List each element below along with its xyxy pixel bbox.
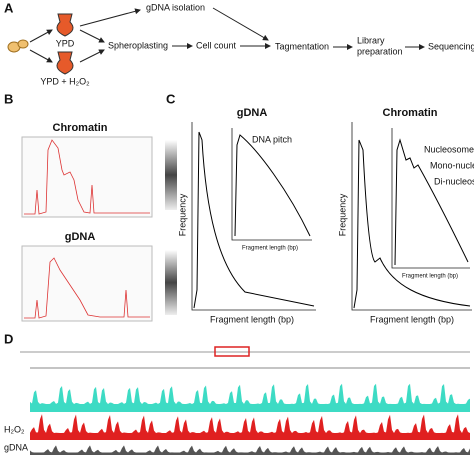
panel-title: Chromatin [383, 107, 438, 119]
step: Sequencing [428, 41, 474, 51]
step: Spheroplasting [108, 40, 168, 50]
gel-lane [165, 140, 177, 210]
track-label: gDNA [4, 442, 28, 452]
trace-box [21, 136, 153, 218]
trace [24, 257, 150, 319]
step: Library [357, 35, 385, 45]
panel-label: B [4, 91, 13, 106]
curve [353, 139, 471, 309]
panel-title: gDNA [237, 107, 268, 119]
condition: YPD [56, 38, 75, 48]
coverage-track [30, 445, 470, 455]
step: gDNA isolation [146, 2, 205, 12]
gel-lane [165, 250, 177, 315]
arrow [212, 7, 269, 41]
coverage-track [30, 383, 470, 412]
annotation: Mono-nucleosomes [430, 160, 474, 170]
step: Tagmentation [275, 41, 329, 51]
inset-x-label: Fragment length (bp) [402, 274, 458, 280]
axis [351, 122, 472, 311]
inset-curve [234, 134, 311, 237]
x-label: Fragment length (bp) [210, 314, 294, 324]
annotation: DNA pitch [252, 134, 292, 144]
y-label: Frequency [337, 193, 347, 236]
y-label: Frequency [177, 193, 187, 236]
flask [56, 13, 74, 37]
track-label: H₂O₂ [4, 424, 25, 434]
flask [56, 51, 74, 75]
arrow [79, 8, 141, 27]
inset-axis [391, 128, 470, 269]
arrow [29, 29, 53, 43]
inset-curve [394, 138, 469, 266]
panel-title: Chromatin [53, 122, 108, 134]
coverage-track [30, 414, 470, 440]
arrow [79, 29, 105, 43]
yeast-cells [7, 39, 29, 53]
curve [193, 131, 315, 309]
condition: YPD + H₂O₂ [40, 76, 90, 86]
panel-label: A [4, 0, 14, 15]
trace [24, 139, 150, 215]
annotation: Di-nucleosomes [434, 176, 474, 186]
arrow [79, 49, 105, 63]
annotation: Nucleosome-free [424, 144, 474, 154]
axis [191, 122, 316, 311]
step: preparation [357, 46, 403, 56]
x-label: Fragment length (bp) [370, 314, 454, 324]
inset-axis [231, 128, 312, 241]
tracks [30, 383, 470, 455]
step: Cell count [196, 40, 237, 50]
panel-label: D [4, 331, 13, 346]
inset-x-label: Fragment length (bp) [242, 246, 298, 252]
region-box [214, 346, 250, 357]
trace-box [21, 245, 153, 322]
arrow [29, 49, 53, 63]
panel-title: gDNA [65, 231, 96, 243]
panel-label: C [166, 91, 176, 106]
